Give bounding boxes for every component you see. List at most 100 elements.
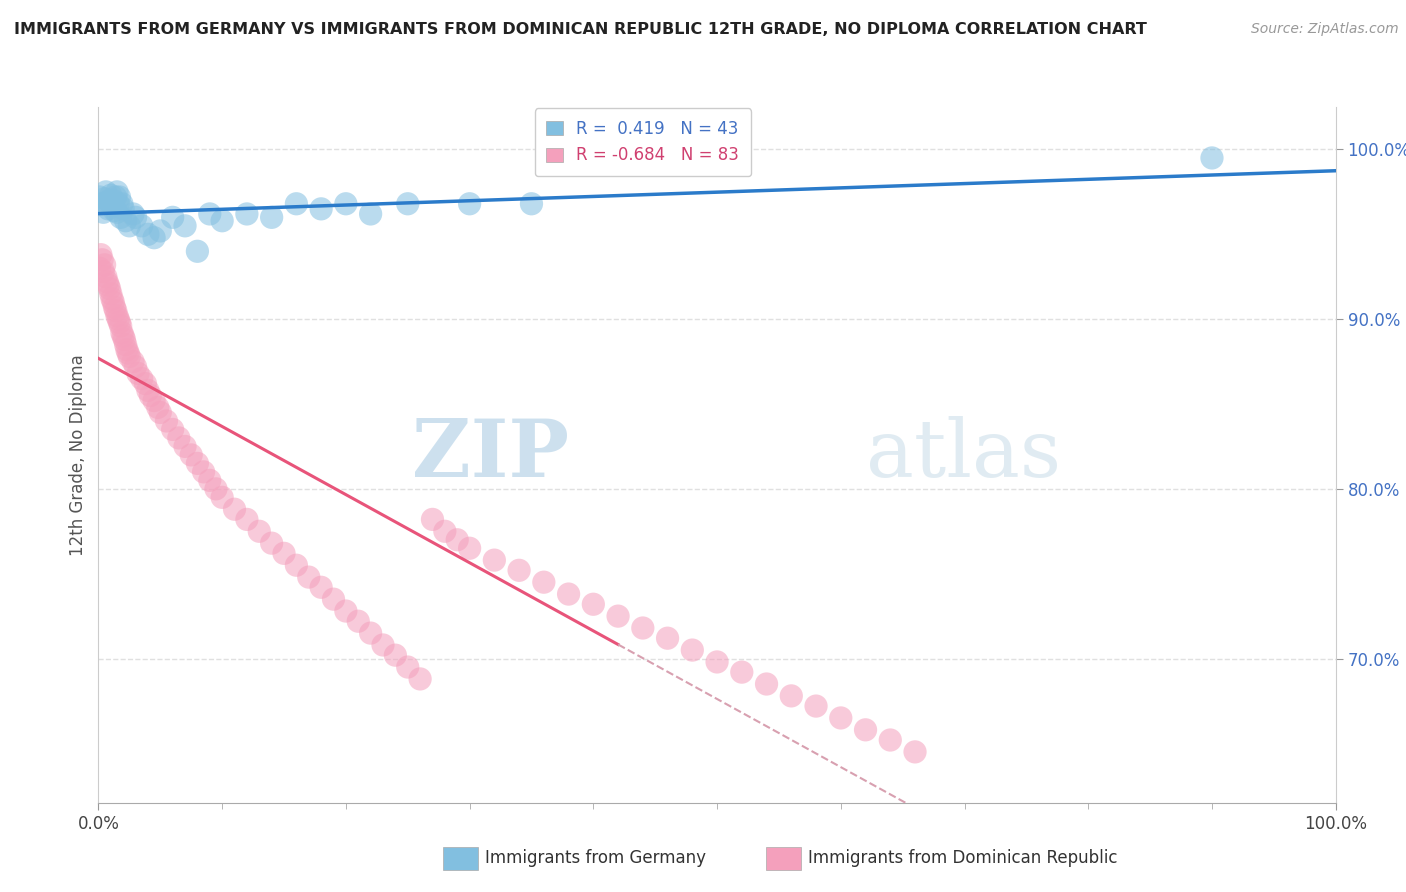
Point: [104, 190, 127, 204]
Point: [657, 631, 679, 645]
Point: [484, 553, 506, 567]
Point: [780, 689, 803, 703]
Point: [384, 648, 406, 662]
Point: [422, 512, 444, 526]
Point: [103, 203, 125, 218]
Point: [136, 384, 159, 398]
Text: ZIP: ZIP: [412, 416, 568, 494]
Point: [139, 388, 162, 402]
Point: [108, 316, 131, 330]
Point: [260, 536, 283, 550]
Point: [143, 230, 166, 244]
Point: [117, 346, 139, 360]
Point: [136, 227, 159, 242]
Point: [111, 326, 134, 340]
Point: [134, 376, 156, 391]
Point: [335, 604, 357, 618]
Point: [149, 405, 172, 419]
Point: [101, 198, 124, 212]
Point: [162, 422, 184, 436]
Point: [93, 192, 115, 206]
Point: [396, 196, 419, 211]
Point: [335, 196, 357, 211]
Point: [371, 638, 394, 652]
Point: [285, 558, 308, 573]
Point: [94, 185, 117, 199]
Point: [458, 196, 481, 211]
Point: [103, 295, 125, 310]
Point: [205, 482, 228, 496]
Point: [91, 196, 114, 211]
Point: [100, 188, 122, 202]
Point: [706, 655, 728, 669]
Point: [97, 202, 120, 216]
Point: [149, 224, 172, 238]
Point: [360, 207, 382, 221]
Point: [273, 546, 295, 560]
Legend: R =  0.419   N = 43, R = -0.684   N = 83: R = 0.419 N = 43, R = -0.684 N = 83: [534, 109, 751, 176]
Point: [114, 337, 136, 351]
Point: [91, 252, 114, 267]
Point: [103, 194, 125, 208]
Text: IMMIGRANTS FROM GERMANY VS IMMIGRANTS FROM DOMINICAN REPUBLIC 12TH GRADE, NO DIP: IMMIGRANTS FROM GERMANY VS IMMIGRANTS FR…: [14, 22, 1147, 37]
Point: [198, 207, 221, 221]
Point: [681, 643, 703, 657]
Point: [193, 465, 215, 479]
Point: [127, 367, 149, 381]
Point: [167, 431, 190, 445]
Point: [104, 303, 127, 318]
Point: [89, 190, 111, 204]
Point: [731, 665, 754, 680]
Point: [298, 570, 321, 584]
Point: [111, 196, 134, 211]
Point: [855, 723, 877, 737]
Point: [755, 677, 778, 691]
Point: [124, 211, 146, 225]
Point: [309, 580, 332, 594]
Point: [396, 660, 419, 674]
Point: [174, 439, 197, 453]
Point: [211, 213, 233, 227]
Point: [110, 318, 132, 333]
Point: [360, 626, 382, 640]
Point: [122, 207, 145, 221]
Point: [322, 592, 344, 607]
Point: [122, 354, 145, 368]
Point: [155, 414, 177, 428]
Point: [101, 292, 124, 306]
Point: [112, 329, 135, 343]
Point: [107, 312, 129, 326]
Point: [146, 401, 169, 415]
Point: [236, 512, 259, 526]
Point: [879, 733, 901, 747]
Point: [224, 502, 246, 516]
Point: [98, 282, 121, 296]
Point: [93, 205, 115, 219]
Point: [236, 207, 259, 221]
Point: [105, 309, 128, 323]
Text: atlas: atlas: [866, 416, 1060, 494]
Point: [112, 333, 135, 347]
Point: [143, 393, 166, 408]
Point: [433, 524, 456, 539]
Point: [186, 244, 208, 259]
Point: [508, 563, 530, 577]
Point: [90, 248, 112, 262]
Point: [107, 196, 129, 211]
Point: [112, 202, 135, 216]
Point: [607, 609, 630, 624]
Text: Source: ZipAtlas.com: Source: ZipAtlas.com: [1251, 22, 1399, 37]
Point: [186, 457, 208, 471]
Point: [96, 275, 118, 289]
Point: [557, 587, 579, 601]
Point: [309, 202, 332, 216]
Point: [211, 491, 233, 505]
Point: [89, 261, 111, 276]
Point: [105, 205, 128, 219]
Point: [804, 699, 827, 714]
Point: [520, 196, 543, 211]
Point: [347, 614, 370, 628]
Point: [118, 219, 141, 233]
Point: [114, 213, 136, 227]
Point: [409, 672, 432, 686]
